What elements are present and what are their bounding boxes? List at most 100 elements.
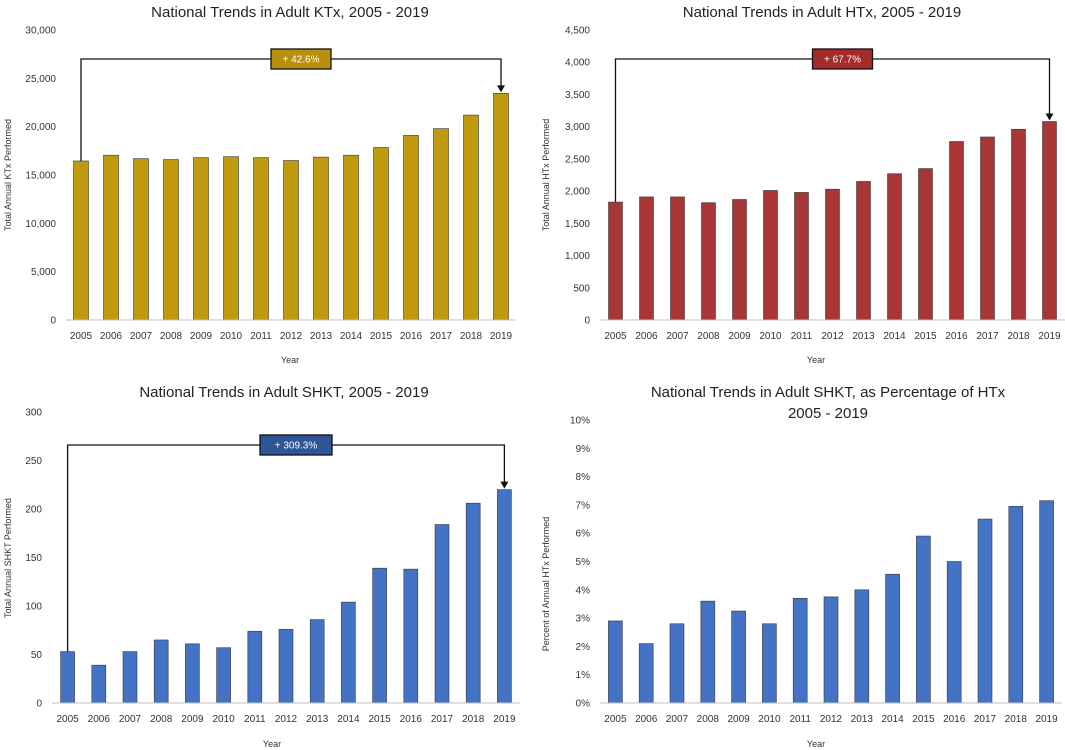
bar-2018	[465, 502, 481, 704]
bar-2013	[856, 181, 871, 321]
bar-2010	[223, 156, 239, 321]
bar-2012	[283, 160, 299, 321]
bar-2005	[608, 620, 623, 704]
bar-2012	[278, 628, 294, 704]
x-tick-label: 2010	[758, 714, 781, 725]
x-tick-label: 2019	[1035, 714, 1058, 725]
y-tick-label: 300	[25, 408, 42, 419]
x-tick-label: 2008	[697, 331, 720, 342]
x-tick-label: 2017	[430, 331, 453, 342]
callout-arrowhead	[1045, 113, 1054, 121]
bar-2005	[608, 201, 623, 321]
callout-label: + 67.7%	[824, 55, 861, 66]
bar-2011	[247, 630, 263, 704]
y-tick-label: 20,000	[25, 122, 56, 133]
bar-2013	[313, 156, 329, 321]
y-tick-label: 30,000	[25, 26, 56, 37]
bar-2007	[670, 196, 685, 321]
x-tick-label: 2007	[666, 714, 689, 725]
bar-2011	[792, 597, 808, 704]
chart-subtitle: 2005 - 2019	[788, 405, 868, 422]
y-axis-label: Percent of Annual HTx Performed	[541, 517, 551, 652]
bar-2009	[193, 157, 209, 321]
y-tick-label: 500	[573, 283, 590, 294]
bar-2013	[309, 619, 325, 704]
x-tick-label: 2008	[697, 714, 720, 725]
bar-2012	[825, 188, 840, 321]
x-axis-label: Year	[263, 739, 281, 749]
x-tick-label: 2014	[881, 714, 904, 725]
x-tick-label: 2017	[974, 714, 997, 725]
bar-2010	[216, 647, 231, 704]
y-tick-label: 2,000	[565, 187, 590, 198]
bar-2009	[732, 199, 747, 321]
x-tick-label: 2015	[912, 714, 935, 725]
y-tick-label: 250	[25, 456, 42, 467]
bar-2015	[918, 168, 933, 321]
y-tick-label: 7%	[576, 500, 591, 511]
bar-2019	[493, 93, 509, 321]
bar-2010	[762, 623, 777, 704]
y-tick-label: 6%	[576, 529, 591, 540]
y-tick-label: 200	[25, 505, 42, 516]
bar-2009	[731, 610, 746, 704]
x-tick-label: 2019	[490, 331, 513, 342]
callout-box	[270, 48, 332, 70]
y-tick-label: 4%	[576, 585, 591, 596]
y-tick-label: 0	[50, 316, 56, 327]
y-tick-label: 4,500	[565, 26, 590, 37]
callout-label: + 309.3%	[275, 440, 318, 451]
callout-box	[259, 434, 333, 456]
bar-2018	[1011, 128, 1026, 321]
x-tick-label: 2010	[220, 331, 243, 342]
bar-2019	[497, 489, 512, 704]
x-tick-label: 2005	[604, 331, 627, 342]
bar-2005	[73, 160, 89, 321]
x-tick-label: 2007	[119, 714, 142, 725]
x-tick-label: 2011	[244, 714, 266, 725]
y-tick-label: 50	[31, 650, 43, 661]
x-tick-label: 2016	[400, 714, 423, 725]
y-tick-label: 9%	[576, 444, 591, 455]
x-tick-label: 2005	[70, 331, 93, 342]
y-axis-label: Total Annual SHKT Performed	[3, 498, 13, 618]
y-tick-label: 3%	[576, 614, 591, 625]
x-tick-label: 2013	[310, 331, 333, 342]
x-tick-label: 2015	[914, 331, 937, 342]
callout-label: + 42.6%	[283, 55, 320, 66]
x-tick-label: 2014	[337, 714, 360, 725]
chart-title: National Trends in Adult KTx, 2005 - 201…	[151, 4, 429, 21]
x-tick-label: 2006	[100, 331, 123, 342]
bar-2014	[341, 601, 356, 704]
y-tick-label: 5,000	[31, 267, 56, 278]
chart-panel-shkt-percent: National Trends in Adult SHKT, as Percen…	[532, 375, 1065, 750]
bar-2017	[977, 518, 993, 704]
x-tick-label: 2012	[280, 331, 303, 342]
y-tick-label: 1,000	[565, 251, 590, 262]
y-tick-label: 5%	[576, 557, 591, 568]
x-tick-label: 2005	[56, 714, 79, 725]
y-tick-label: 2,500	[565, 154, 590, 165]
chart-title: National Trends in Adult HTx, 2005 - 201…	[683, 4, 962, 21]
x-tick-label: 2010	[759, 331, 782, 342]
x-tick-label: 2013	[851, 714, 874, 725]
bar-2016	[949, 141, 964, 321]
y-axis-label: Total Annual KTx Performed	[3, 119, 13, 231]
bar-2019	[1042, 121, 1057, 321]
x-tick-label: 2013	[852, 331, 875, 342]
bar-2008	[163, 159, 179, 321]
callout-arrowhead	[500, 481, 509, 489]
callout-box	[811, 48, 874, 70]
bar-2017	[980, 136, 995, 321]
bar-2016	[946, 561, 962, 704]
chart-htx: National Trends in Adult HTx, 2005 - 201…	[541, 4, 1065, 365]
bar-2018	[1008, 506, 1024, 704]
chart-shkt: National Trends in Adult SHKT, 2005 - 20…	[3, 384, 520, 749]
x-tick-label: 2007	[666, 331, 689, 342]
x-tick-label: 2005	[604, 714, 627, 725]
x-tick-label: 2006	[88, 714, 111, 725]
bar-2012	[823, 596, 839, 704]
chart-ktx: National Trends in Adult KTx, 2005 - 201…	[3, 4, 516, 365]
x-tick-label: 2018	[460, 331, 483, 342]
bar-2010	[763, 190, 778, 321]
